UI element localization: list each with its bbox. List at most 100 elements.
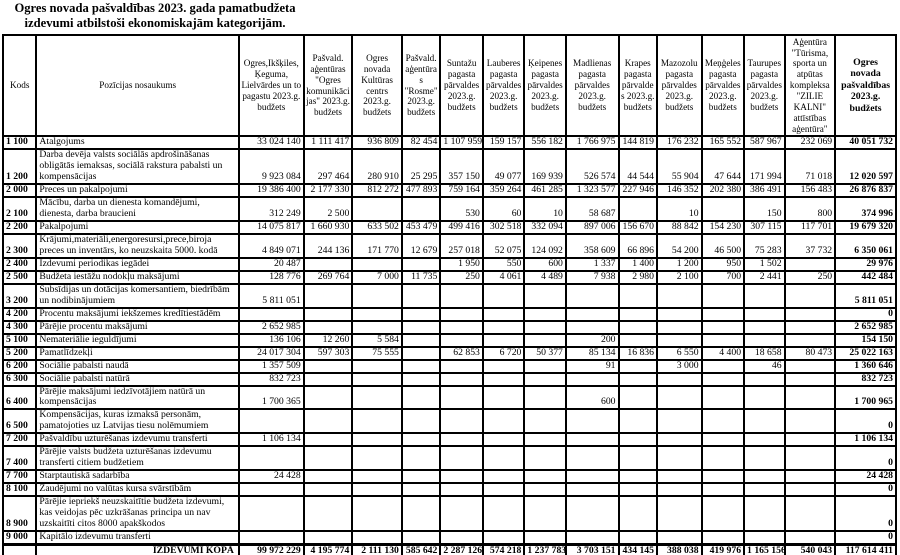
row-value xyxy=(743,432,786,448)
row-value: 154 230 xyxy=(700,220,746,236)
row-value: 800 xyxy=(783,196,837,223)
row-value xyxy=(481,306,526,322)
row-value: 4 061 xyxy=(481,269,526,285)
row-label: Pārējie maksājumi iedzīvotājiem natūrā u… xyxy=(35,384,240,411)
row-value: 49 077 xyxy=(481,148,526,186)
row-value: 832 723 xyxy=(237,371,305,387)
row-value: 1 106 134 xyxy=(237,432,305,448)
row-value: 14 075 817 xyxy=(237,220,305,236)
row-value xyxy=(481,495,526,532)
row-value xyxy=(523,445,567,472)
row-value: 165 552 xyxy=(700,135,746,151)
row-value xyxy=(351,358,403,374)
row-label: Krājumi,materiāli,energoresursi,prece,bi… xyxy=(35,233,240,259)
row-value xyxy=(400,482,442,498)
row-value: 19 386 400 xyxy=(237,183,305,199)
table-row: 5 200 Pamatlīdzekļi 24 017 304 597 303 75 55… xyxy=(1,345,897,361)
row-code: 2 300 xyxy=(1,233,38,259)
row-value xyxy=(523,332,567,348)
row-value xyxy=(400,256,442,272)
column-header: Pašvald. aģentūras "Rosme" 2023.g. budže… xyxy=(400,33,442,138)
row-value xyxy=(564,495,620,532)
row-value: 50 377 xyxy=(523,345,567,361)
row-value xyxy=(400,384,442,411)
row-value: 75 283 xyxy=(743,233,786,259)
row-value: 10 xyxy=(523,196,567,223)
row-value xyxy=(302,469,354,485)
row-value xyxy=(481,282,526,309)
row-value xyxy=(351,495,403,532)
row-value xyxy=(351,196,403,223)
row-value xyxy=(351,282,403,309)
row-value: 600 xyxy=(564,384,620,411)
row-total-value: 0 xyxy=(834,408,897,435)
row-value xyxy=(617,408,658,435)
row-value xyxy=(564,282,620,309)
row-value: 176 232 xyxy=(655,135,703,151)
row-value xyxy=(481,332,526,348)
row-value: 7 000 xyxy=(351,269,403,285)
row-value: 2 100 xyxy=(655,269,703,285)
row-value xyxy=(237,445,305,472)
row-code: 5 200 xyxy=(1,345,38,361)
row-value xyxy=(351,469,403,485)
row-value: 1 950 xyxy=(439,256,484,272)
row-code: 6 400 xyxy=(1,384,38,411)
budget-table: Kods Pozīcijas nosaukums Ogres,Ikšķiles, Ķ… xyxy=(1,33,897,555)
row-value: 434 145 xyxy=(617,542,658,555)
row-code: 7 400 xyxy=(1,445,38,472)
column-header: Ķeipenes pagasta pārvaldes 2023.g. budže… xyxy=(523,33,567,138)
page-title: Ogres novada pašvaldības 2023. gada pama… xyxy=(14,1,296,31)
row-value: 4 195 774 xyxy=(302,542,354,555)
row-label: Starptautiskā sadarbība xyxy=(35,469,240,485)
row-value: 1 165 156 xyxy=(743,542,786,555)
row-value xyxy=(439,482,484,498)
row-value xyxy=(302,319,354,335)
column-header: Taurupes pagasta pārvaldes 2023.g. budže… xyxy=(743,33,786,138)
row-code: 4 200 xyxy=(1,306,38,322)
row-code: 1 100 xyxy=(1,135,38,151)
row-value xyxy=(655,282,703,309)
row-value xyxy=(655,319,703,335)
row-value xyxy=(351,256,403,272)
row-value: 633 502 xyxy=(351,220,403,236)
row-value: 302 518 xyxy=(481,220,526,236)
row-value: 24 017 304 xyxy=(237,345,305,361)
row-value xyxy=(743,306,786,322)
row-value xyxy=(783,445,837,472)
row-value xyxy=(237,495,305,532)
row-value xyxy=(400,445,442,472)
row-total-value: 2 652 985 xyxy=(834,319,897,335)
row-value xyxy=(564,469,620,485)
total-row: IZDEVUMI KOPĀ 99 972 229 4 195 774 2 111 13… xyxy=(1,542,897,555)
row-value: 46 xyxy=(743,358,786,374)
row-value: 453 479 xyxy=(400,220,442,236)
row-value xyxy=(655,371,703,387)
row-value: 250 xyxy=(783,269,837,285)
column-header: Madlienas pagasta pārvaldes 2023.g. budž… xyxy=(564,33,620,138)
row-value xyxy=(481,384,526,411)
row-value: 150 xyxy=(743,196,786,223)
row-value xyxy=(523,469,567,485)
row-value: 18 658 xyxy=(743,345,786,361)
row-value xyxy=(564,319,620,335)
table-row: 7 700 Starptautiskā sadarbība 24 428 24 428 xyxy=(1,469,897,485)
row-total-value: 442 484 xyxy=(834,269,897,285)
row-value: 550 xyxy=(481,256,526,272)
row-label: Darba devēja valsts sociālās apdrošināša… xyxy=(35,148,240,186)
column-header: Kods xyxy=(1,33,38,138)
row-total-value: 374 996 xyxy=(834,196,897,223)
row-value: 54 200 xyxy=(655,233,703,259)
row-value: 232 069 xyxy=(783,135,837,151)
row-value xyxy=(523,384,567,411)
row-value xyxy=(523,358,567,374)
row-value xyxy=(617,445,658,472)
row-value xyxy=(700,371,746,387)
row-value xyxy=(617,432,658,448)
row-value xyxy=(743,332,786,348)
row-value xyxy=(439,529,484,546)
row-code: 7 200 xyxy=(1,432,38,448)
row-value: 1 766 975 xyxy=(564,135,620,151)
row-value xyxy=(302,445,354,472)
row-value: 700 xyxy=(700,269,746,285)
